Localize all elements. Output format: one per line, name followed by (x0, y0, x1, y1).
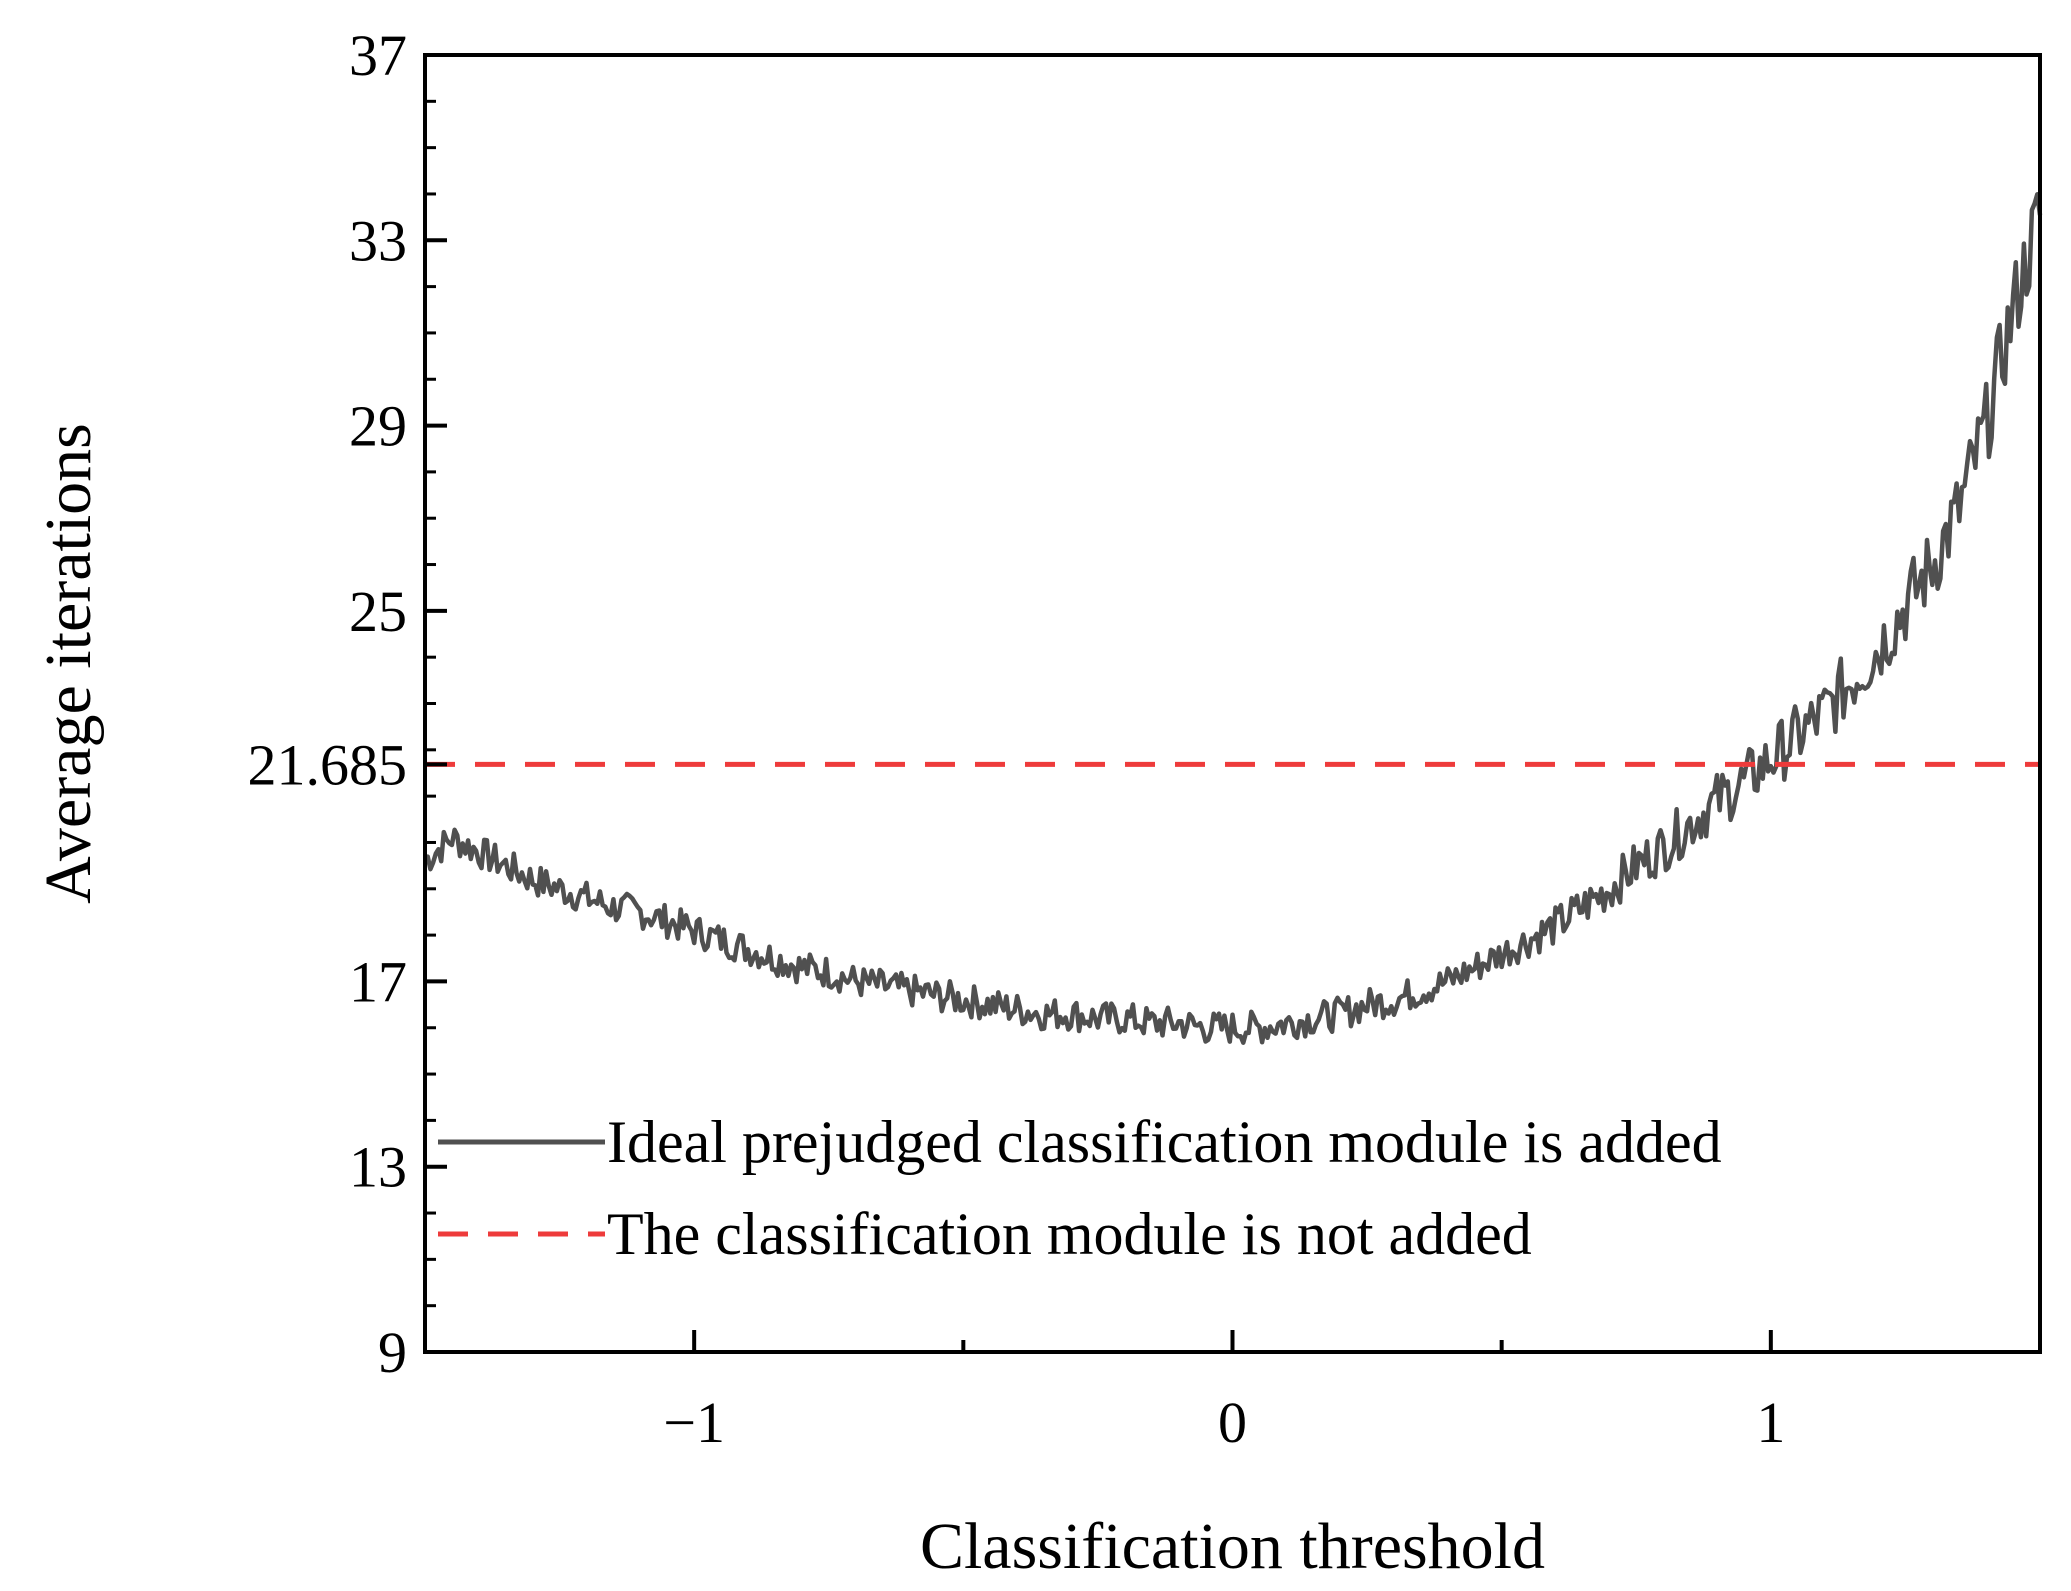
series-line-ideal (423, 192, 2043, 1045)
y-tick-label: 37 (349, 23, 407, 88)
x-tick-label: −1 (663, 1390, 725, 1455)
x-tick-label: 1 (1756, 1390, 1785, 1455)
ticks-layer: −1 0 1 9 13 17 21.685 25 29 33 37 (248, 23, 1786, 1455)
y-tick-label: 33 (349, 208, 407, 273)
legend-label-ideal: Ideal prejudged classification module is… (607, 1109, 1722, 1175)
legend-label-not-added: The classification module is not added (607, 1201, 1532, 1267)
y-tick-label: 9 (378, 1320, 407, 1385)
y-axis-title: Average iterations (32, 423, 105, 904)
y-tick-label: 13 (349, 1135, 407, 1200)
y-tick-label: 17 (349, 949, 407, 1014)
y-tick-label: 25 (349, 579, 407, 644)
x-tick-label: 0 (1218, 1390, 1247, 1455)
series-layer (423, 192, 2043, 1045)
legend: Ideal prejudged classification module is… (438, 1109, 1722, 1267)
x-axis-title: Classification threshold (920, 1510, 1545, 1583)
y-tick-label: 21.685 (248, 732, 408, 797)
y-tick-label: 29 (349, 394, 407, 459)
